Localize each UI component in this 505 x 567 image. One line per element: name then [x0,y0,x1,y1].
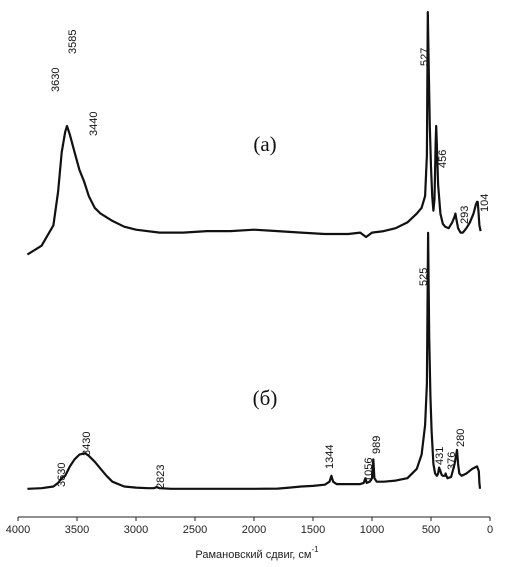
peak-labels: (а) 3630 3585 3440 527 456 293 104 (б) 3630 3430 28… [50,30,491,489]
peak-label: 280 [455,429,467,447]
panel-label-2: (б) [253,386,278,410]
x-tick-label: 3000 [124,524,148,536]
x-axis-title-superscript: -1 [311,545,319,554]
peak-label: 525 [418,268,430,286]
peak-label: 1056 [363,458,375,482]
peak-label: 456 [437,150,449,168]
peak-label: 3430 [81,432,93,456]
x-tick-label: 1000 [360,524,384,536]
x-tick-label: 3500 [65,524,89,536]
peak-label: 527 [419,48,431,66]
peak-label: 3585 [67,30,79,54]
x-axis-title-text: Рамановский сдвиг, см [195,549,311,561]
x-tick-label: 2000 [242,524,266,536]
x-tick-label: 500 [422,524,440,536]
peak-label: 1344 [324,445,336,469]
peak-label: 376 [446,452,458,470]
x-axis-title: Рамановский сдвиг, см-1 [195,545,319,561]
x-tick-label: 2500 [183,524,207,536]
peak-label: 3630 [50,68,62,92]
peak-label: 293 [459,206,471,224]
panel-label-1: (а) [253,132,276,156]
spectrum-line-2 [27,231,482,490]
peak-label: 2823 [155,465,167,489]
spectra-lines [26,11,482,490]
x-axis: 4000 3500 3000 2500 2000 1500 1000 500 0 [6,516,493,536]
peak-label: 3440 [88,112,100,136]
peak-label: 3630 [56,463,68,487]
x-tick-label: 1500 [301,524,325,536]
peak-label: 431 [434,447,446,465]
x-tick-label: 4000 [6,524,30,536]
peak-label: 989 [371,436,383,454]
peak-label: 104 [479,194,491,212]
spectrum-line-1 [26,11,482,256]
x-tick-label: 0 [487,524,493,536]
